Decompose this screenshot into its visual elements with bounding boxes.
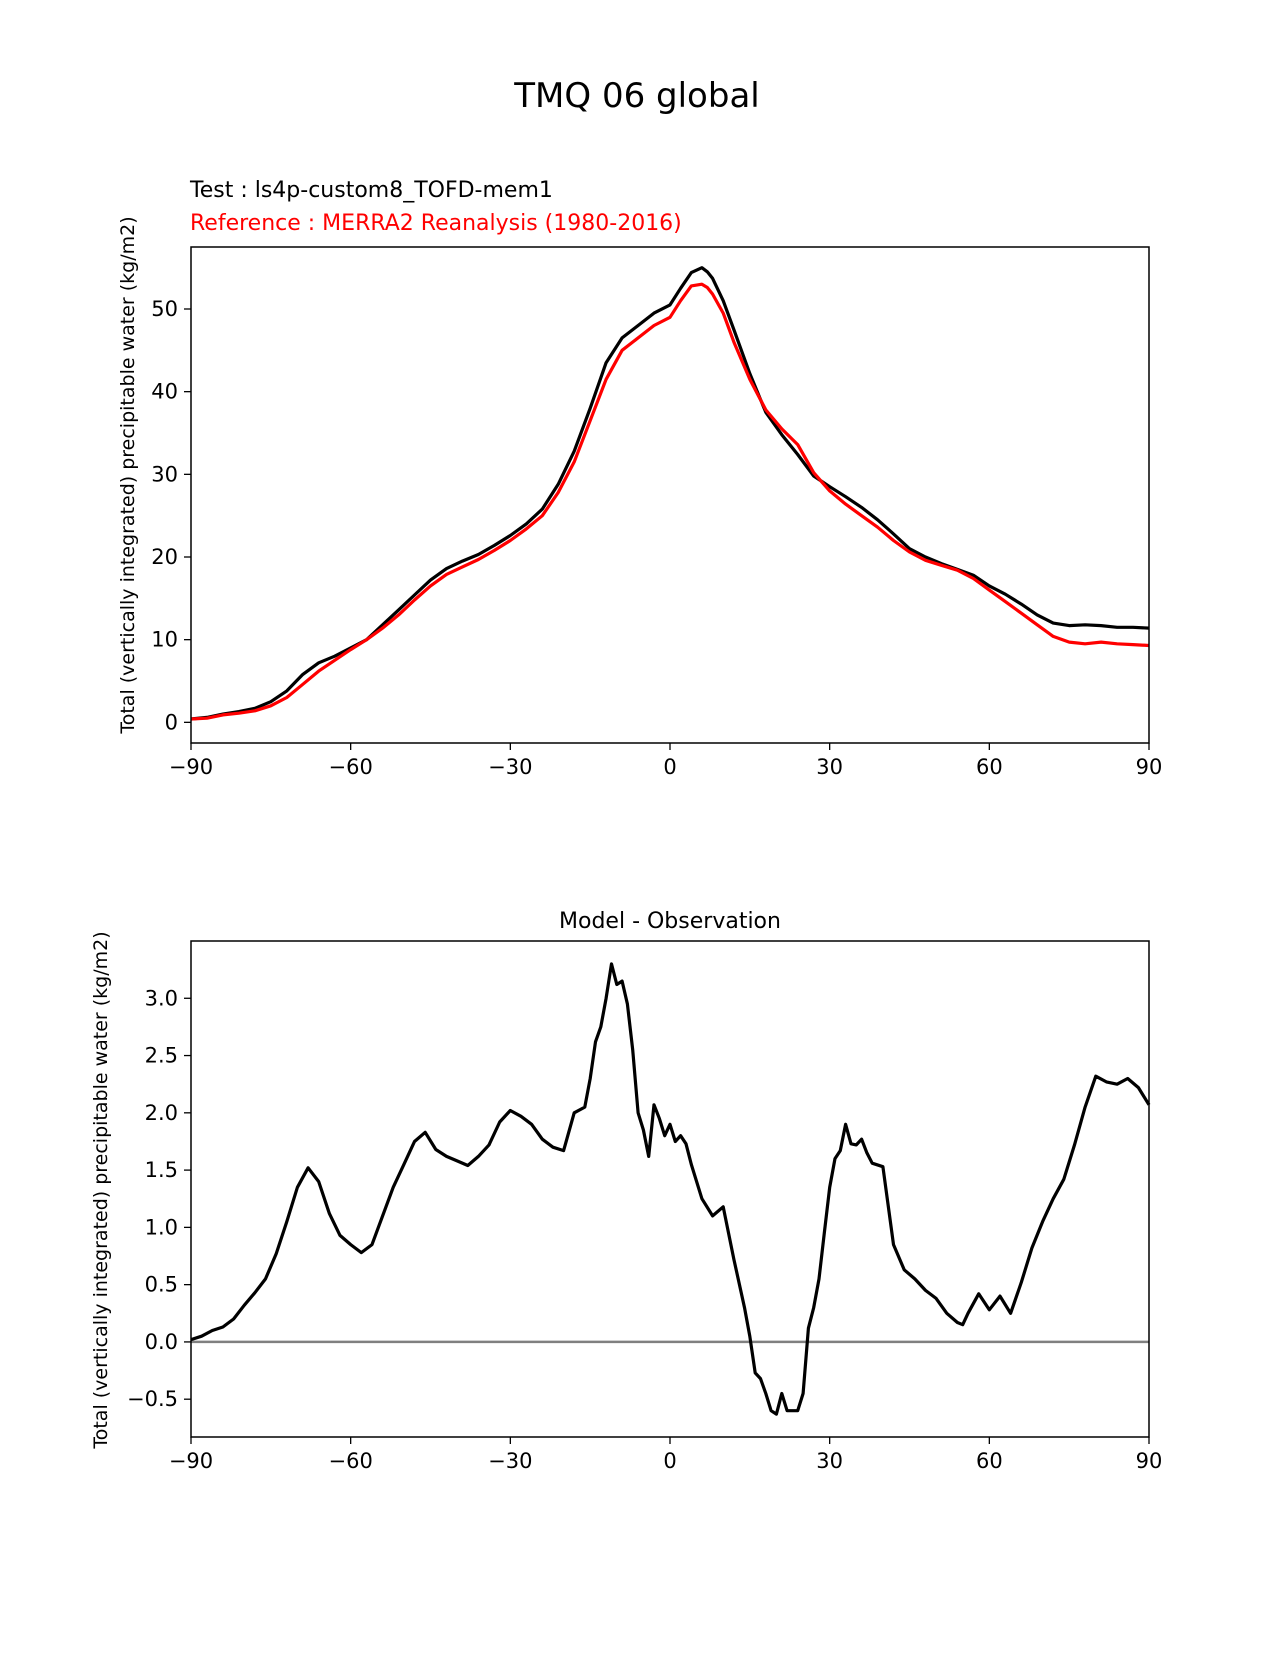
upper-y-axis-label: Total (vertically integrated) precipitab… (117, 216, 139, 734)
upper-reference-label: Reference : MERRA2 Reanalysis (1980-2016… (190, 211, 682, 236)
lower-y-tick-label: 0.5 (145, 1273, 178, 1297)
upper-ticks: −90 −60 −30 0 30 60 90 0 10 20 30 40 50 (151, 297, 1162, 779)
upper-test-label: Test : ls4p-custom8_TOFD-mem1 (189, 178, 553, 203)
lower-y-tick-label: 1.0 (145, 1215, 178, 1239)
upper-x-tick-label: 90 (1136, 755, 1163, 779)
upper-x-tick-label: −60 (329, 755, 373, 779)
upper-series-reference (190, 282, 1150, 721)
upper-y-tick-label: 10 (151, 628, 178, 652)
lower-y-tick-label: 2.5 (145, 1044, 178, 1068)
upper-y-tick-label: 20 (151, 545, 178, 569)
upper-y-tick-label: 30 (151, 462, 178, 486)
lower-y-tick-label: 0.0 (145, 1330, 178, 1354)
upper-x-tick-label: 60 (976, 755, 1003, 779)
lower-y-tick-label: 3.0 (145, 986, 178, 1010)
lower-y-tick-label: 2.0 (145, 1101, 178, 1125)
lower-y-tick-label: 1.5 (145, 1158, 178, 1182)
lower-x-tick-label: 0 (663, 1449, 676, 1473)
lower-series-model-observation (190, 962, 1151, 1416)
upper-y-tick-label: 50 (151, 297, 178, 321)
lower-ticks: −90 −60 −30 0 30 60 90 −0.5 0.0 0.5 1.0 1.5 2.0 2.5 3.… (127, 986, 1162, 1473)
upper-y-tick-label: 40 (151, 380, 178, 404)
lower-title: Model - Observation (559, 909, 781, 934)
lower-plot-frame (190, 940, 1150, 1438)
lower-plot: Model - Observation Total (vertically in… (90, 909, 1162, 1473)
lower-x-tick-label: −90 (169, 1449, 213, 1473)
lower-x-tick-label: −60 (329, 1449, 373, 1473)
upper-plot: Test : ls4p-custom8_TOFD-mem1 Reference … (117, 178, 1162, 779)
upper-series-test (190, 266, 1150, 721)
lower-series-group (190, 962, 1151, 1416)
upper-x-tick-label: −90 (169, 755, 213, 779)
lower-x-tick-label: 30 (816, 1449, 843, 1473)
lower-x-tick-label: 90 (1136, 1449, 1163, 1473)
upper-x-tick-label: 30 (816, 755, 843, 779)
lower-x-tick-label: −30 (488, 1449, 532, 1473)
figure-title: TMQ 06 global (513, 76, 759, 116)
upper-x-tick-label: 0 (663, 755, 676, 779)
lower-x-tick-label: 60 (976, 1449, 1003, 1473)
upper-series-group (190, 266, 1150, 721)
lower-y-tick-label: −0.5 (127, 1387, 178, 1411)
upper-x-tick-label: −30 (488, 755, 532, 779)
lower-y-axis-label: Total (vertically integrated) precipitab… (90, 931, 112, 1449)
upper-y-tick-label: 0 (165, 710, 178, 734)
upper-plot-frame (190, 246, 1150, 744)
